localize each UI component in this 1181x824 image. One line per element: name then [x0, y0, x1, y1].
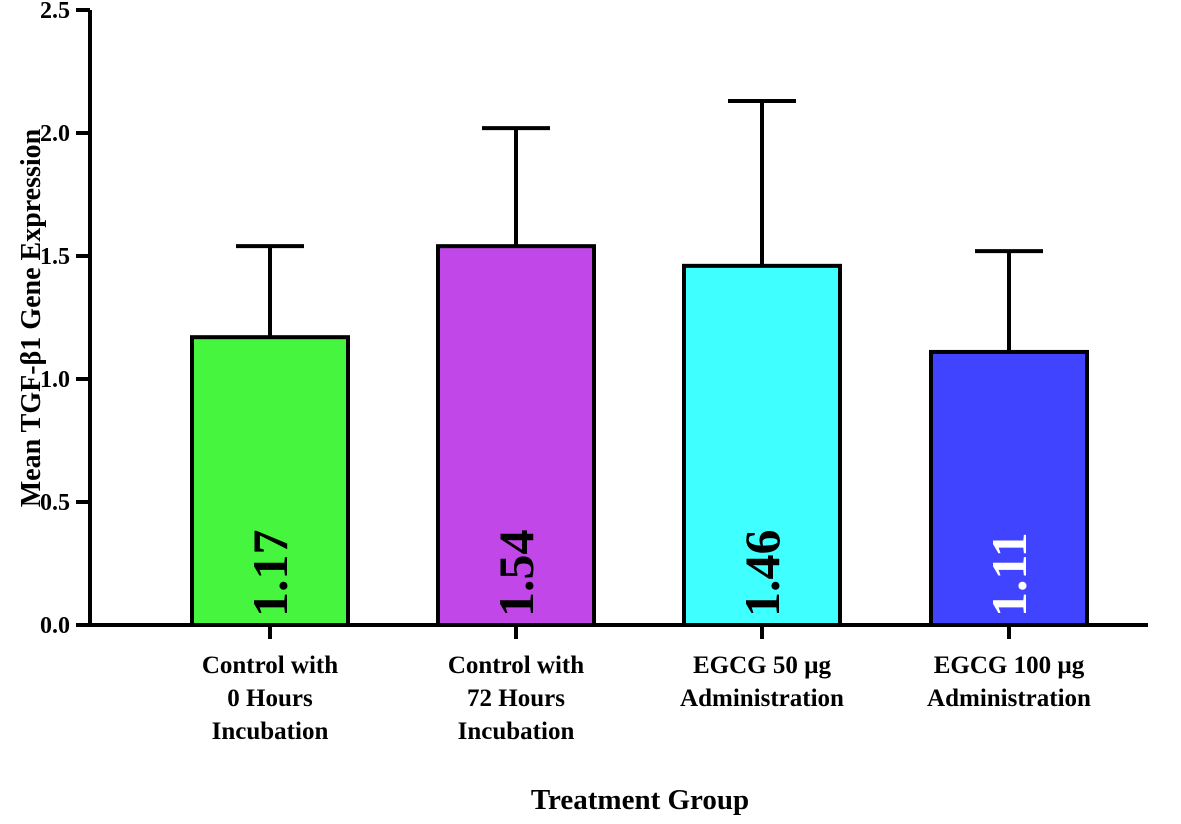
x-tick-label: Control with	[448, 652, 584, 679]
data-label-1: 1.17	[242, 530, 298, 618]
y-axis-title: Mean TGF-β1 Gene Expression	[16, 128, 47, 507]
bar-4	[929, 349, 1089, 627]
x-tick-label: EGCG 50 µg	[693, 652, 832, 679]
axes-layer	[88, 10, 1148, 627]
value-labels-layer: 1.17 1.54 1.46 1.11	[242, 530, 1037, 618]
error-bars-layer	[236, 99, 1043, 352]
data-label-3: 1.46	[734, 530, 790, 618]
x-tick-label: Incubation	[458, 718, 575, 745]
data-label-4: 1.11	[981, 532, 1037, 617]
y-tick-label: 1.5	[40, 244, 70, 270]
y-tick-label: 1.0	[40, 367, 70, 393]
y-tick-label: 0.0	[40, 613, 70, 639]
y-tick-label: 2.0	[40, 121, 70, 147]
x-tick-label: Control with	[202, 652, 338, 679]
x-tick-label: EGCG 100 µg	[934, 652, 1085, 679]
x-tick-label: Incubation	[212, 718, 329, 745]
x-ticks-layer: Control with 0 Hours Incubation Control wit…	[202, 625, 1091, 745]
x-axis-title: Treatment Group	[531, 784, 749, 816]
y-tick-label: 2.5	[40, 0, 70, 24]
y-tick-label: 0.5	[40, 490, 70, 516]
bar-1	[190, 335, 350, 627]
x-tick-label: 0 Hours	[227, 685, 313, 712]
bar-2	[436, 244, 596, 627]
data-label-2: 1.54	[488, 530, 544, 618]
x-tick-label: Administration	[680, 685, 844, 712]
bars-layer	[190, 244, 1089, 627]
x-tick-label: 72 Hours	[467, 685, 565, 712]
y-ticks-layer: 0.0 0.5 1.0 1.5 2.0 2.5	[40, 0, 90, 639]
x-tick-label: Administration	[927, 685, 1091, 712]
